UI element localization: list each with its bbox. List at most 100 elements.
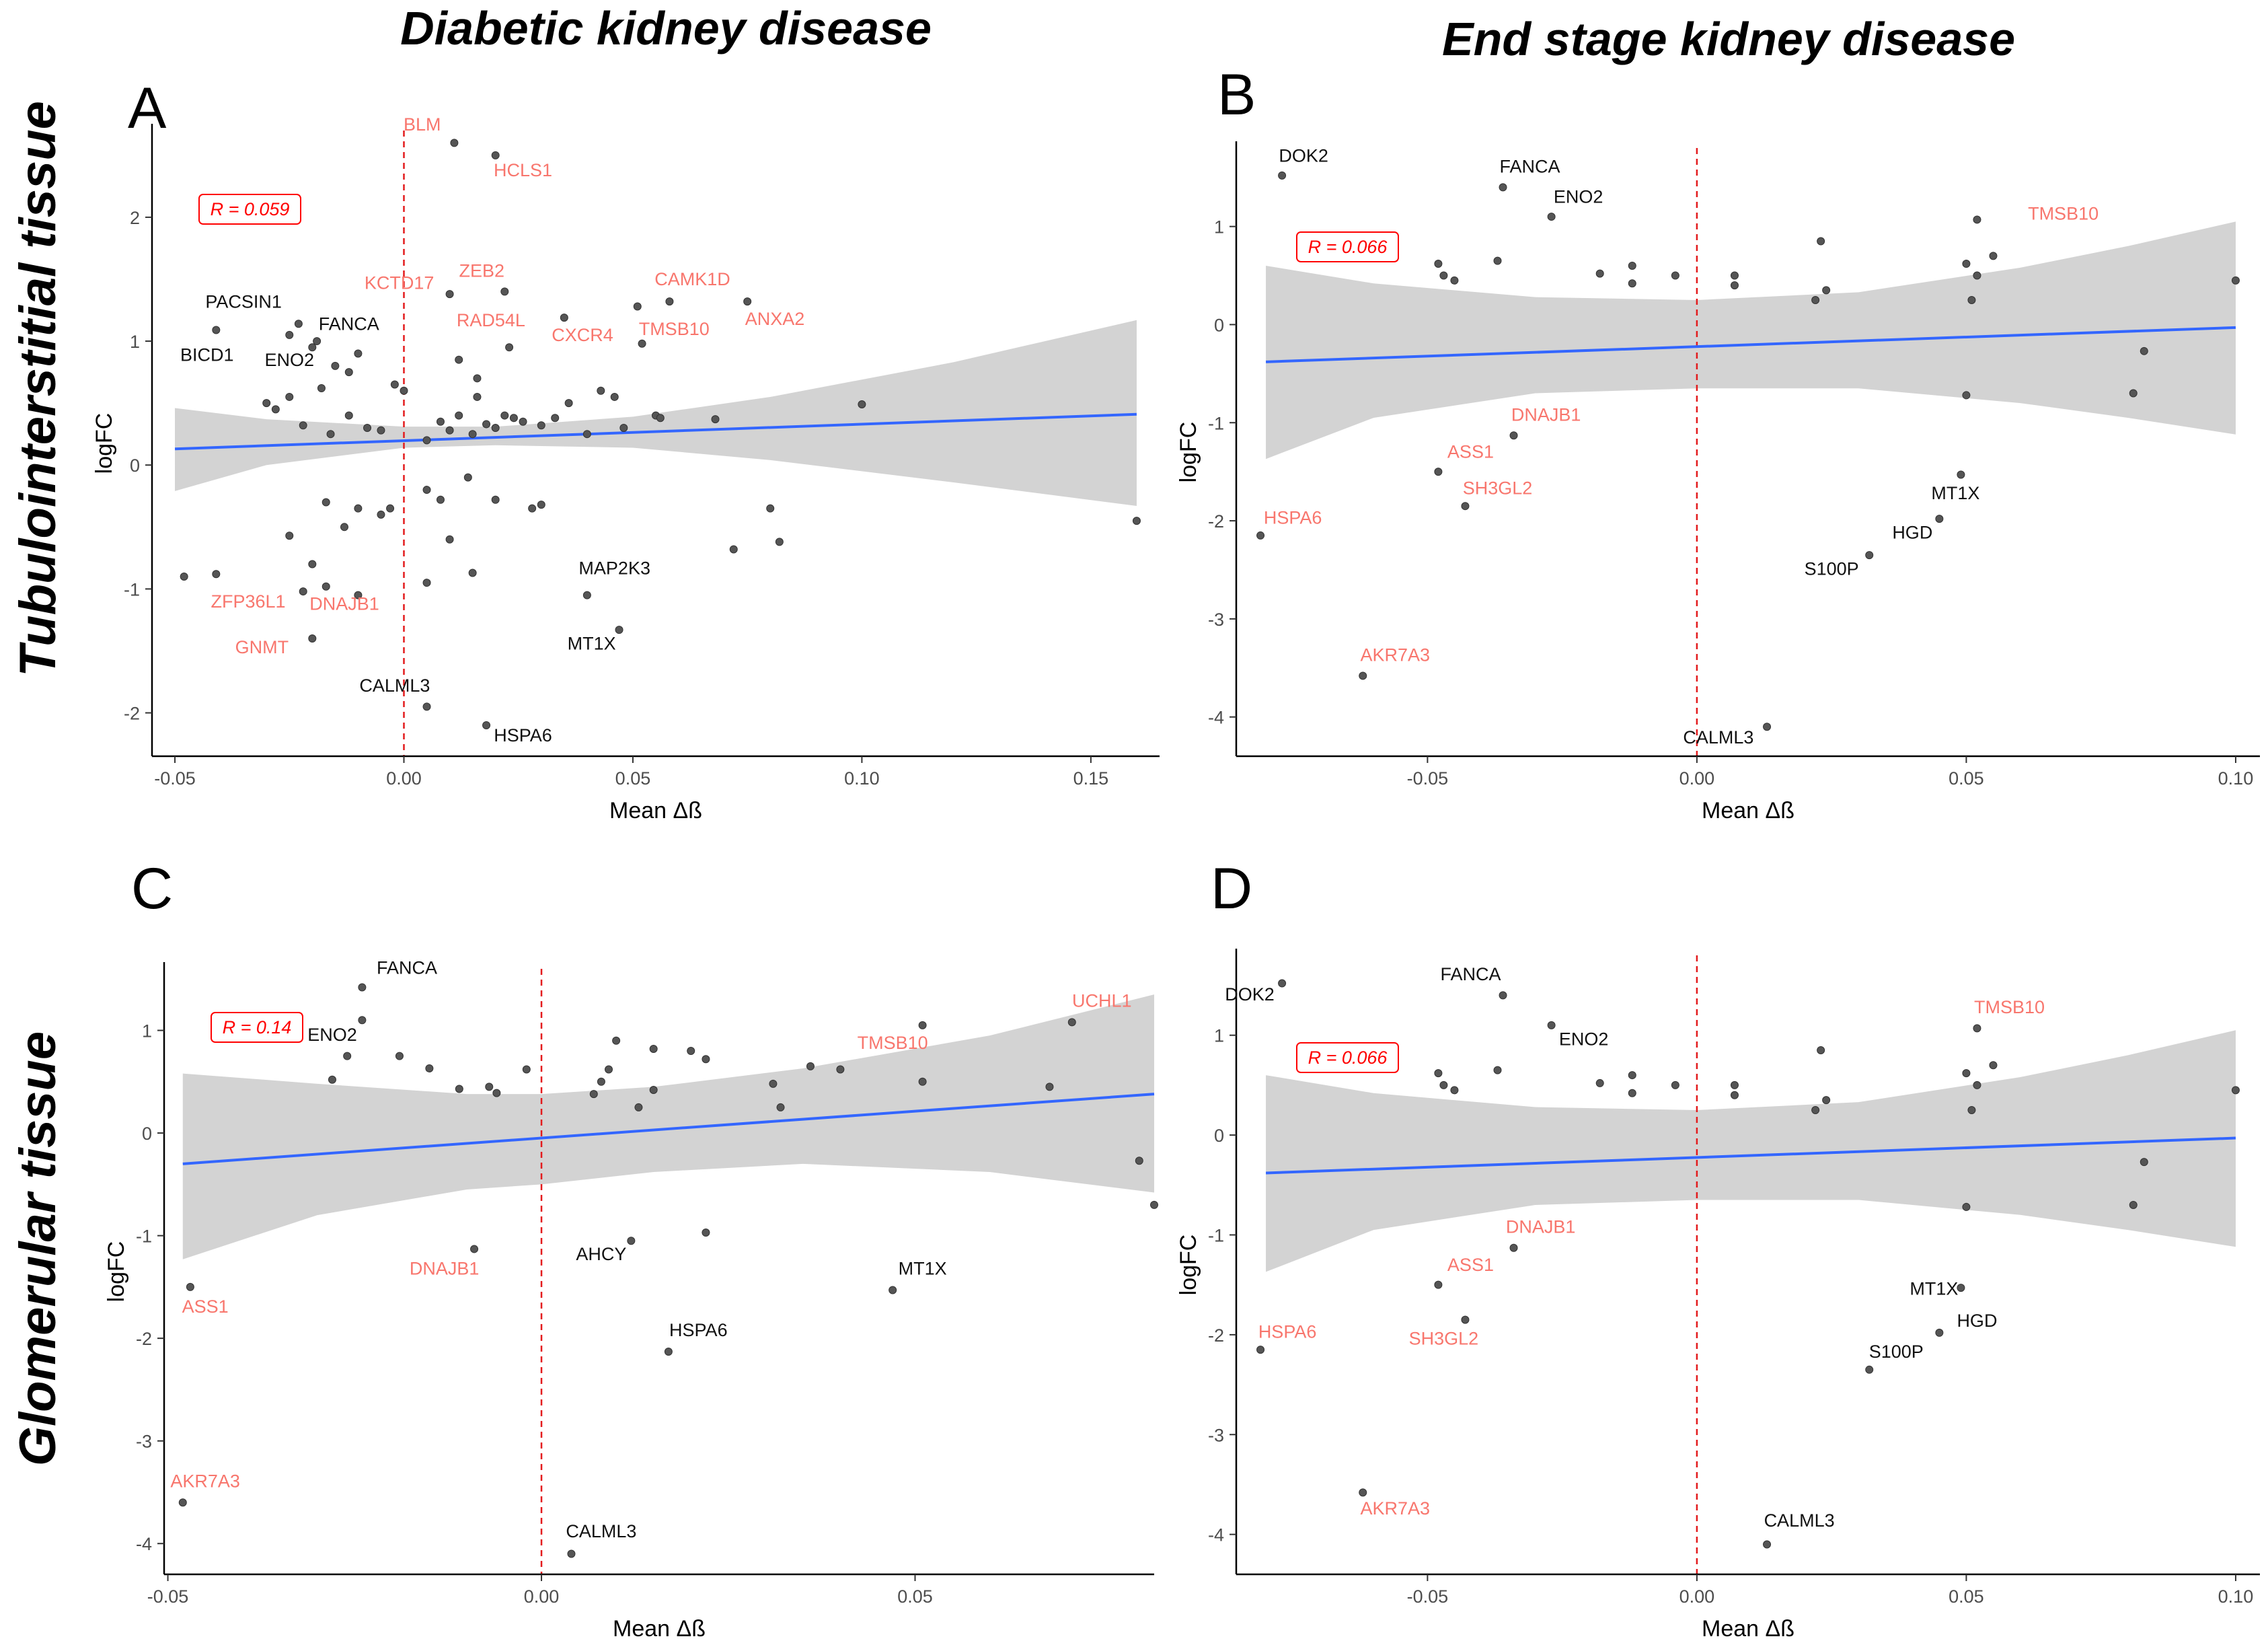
data-point [702, 1055, 710, 1064]
data-point [344, 368, 353, 377]
data-point [436, 495, 445, 504]
data-point [212, 326, 221, 334]
data-point [468, 430, 477, 439]
r-value-box [198, 194, 301, 225]
data-point [386, 504, 395, 513]
data-point [455, 1085, 463, 1093]
data-point [1730, 1081, 1739, 1089]
y-tick-label: 0 [1214, 1126, 1224, 1146]
data-point [326, 430, 335, 439]
gene-label: DOK2 [1225, 984, 1275, 1004]
gene-label: RAD54L [457, 310, 525, 330]
data-point [687, 1047, 695, 1056]
data-point [1628, 1071, 1636, 1080]
data-point [597, 386, 605, 395]
y-tick-label: 0 [1214, 315, 1224, 335]
data-point [422, 579, 431, 587]
data-point [473, 392, 482, 401]
data-point [519, 417, 527, 426]
y-tick-label: -1 [124, 579, 140, 599]
data-point [656, 414, 665, 423]
data-point [537, 501, 545, 509]
x-tick-label: 0.00 [386, 768, 422, 789]
data-point [1509, 1243, 1518, 1252]
gene-label: DNAJB1 [410, 1259, 480, 1279]
confidence-band [1266, 1030, 2236, 1272]
data-point [619, 423, 628, 432]
gene-label: SH3GL2 [1409, 1329, 1479, 1349]
gene-label: TMSB10 [1974, 997, 2045, 1017]
data-point [1628, 279, 1636, 288]
data-point [889, 1286, 897, 1294]
data-point [395, 1052, 404, 1060]
data-point [1730, 271, 1739, 280]
data-point [377, 426, 385, 435]
data-point [560, 314, 568, 322]
data-point [1763, 1540, 1772, 1549]
data-point [491, 151, 500, 159]
data-point [470, 1245, 479, 1253]
gene-label: FANCA [319, 314, 379, 334]
data-point [918, 1021, 927, 1029]
data-point [1434, 260, 1443, 268]
r-value-box [1296, 231, 1399, 262]
gene-label: ENO2 [265, 350, 315, 370]
y-tick-label: 1 [1214, 217, 1224, 237]
gene-label: CALML3 [1683, 727, 1753, 747]
y-tick-label: 0 [142, 1124, 152, 1144]
data-point [354, 504, 363, 513]
gene-label: DOK2 [1279, 145, 1328, 166]
gene-label: MAP2K3 [578, 558, 650, 578]
data-point [1822, 1096, 1831, 1105]
x-axis-title: Mean Δß [1702, 798, 1794, 824]
data-point [2231, 276, 2240, 285]
gene-label: PACSIN1 [205, 291, 282, 312]
data-point [308, 560, 317, 569]
y-tick-label: -2 [1208, 1325, 1224, 1346]
data-point [473, 374, 482, 383]
data-point [1595, 1078, 1604, 1087]
data-point [1278, 979, 1287, 988]
data-point [1461, 1315, 1470, 1324]
data-point [605, 1065, 613, 1074]
data-point [505, 343, 514, 352]
x-tick-label: 0.05 [615, 768, 651, 789]
data-point [1962, 260, 1971, 268]
data-point [500, 411, 509, 420]
panel-a: A -0.05 0.00 0.05 0.10 0.15 -2 -1 0 1 2 Mean Δß logF… [91, 76, 1160, 824]
data-point [491, 495, 500, 504]
data-point [1957, 470, 1965, 479]
y-tick-label: 1 [142, 1021, 152, 1041]
y-tick-label: -4 [1208, 1525, 1224, 1545]
data-point [317, 384, 326, 393]
data-point [271, 405, 280, 414]
data-point [582, 591, 591, 599]
data-point [328, 1075, 336, 1084]
data-point [627, 1237, 636, 1245]
data-point [2140, 1158, 2148, 1167]
data-point [285, 330, 294, 339]
x-tick-label: 0.00 [524, 1586, 560, 1607]
data-point [1730, 281, 1739, 290]
data-point [1434, 468, 1443, 476]
data-point [649, 1086, 658, 1094]
x-tick-label: 0.00 [1679, 768, 1715, 789]
y-tick-label: 2 [130, 208, 140, 228]
data-point [509, 414, 518, 423]
gene-label: ASS1 [182, 1296, 229, 1317]
y-axis-title: logFC [1176, 422, 1201, 483]
data-point [1671, 271, 1679, 280]
gene-label: CALML3 [359, 675, 430, 696]
data-point [313, 337, 322, 346]
gene-label: BICD1 [180, 345, 234, 365]
x-tick-label: 0.00 [1679, 1586, 1715, 1607]
gene-label: ASS1 [1447, 442, 1494, 462]
x-tick-label: 0.15 [1073, 768, 1109, 789]
r-value-label: R = 0.059 [211, 199, 290, 219]
gene-label: MT1X [1910, 1279, 1958, 1299]
data-point [322, 498, 330, 507]
data-point [2129, 1200, 2138, 1209]
panel-d: D -0.05 0.00 0.05 0.10 -4 -3 -2 -1 0 1 Mean Δß logFC… [1176, 856, 2260, 1642]
data-point [1461, 502, 1470, 511]
data-point [1962, 391, 1971, 400]
